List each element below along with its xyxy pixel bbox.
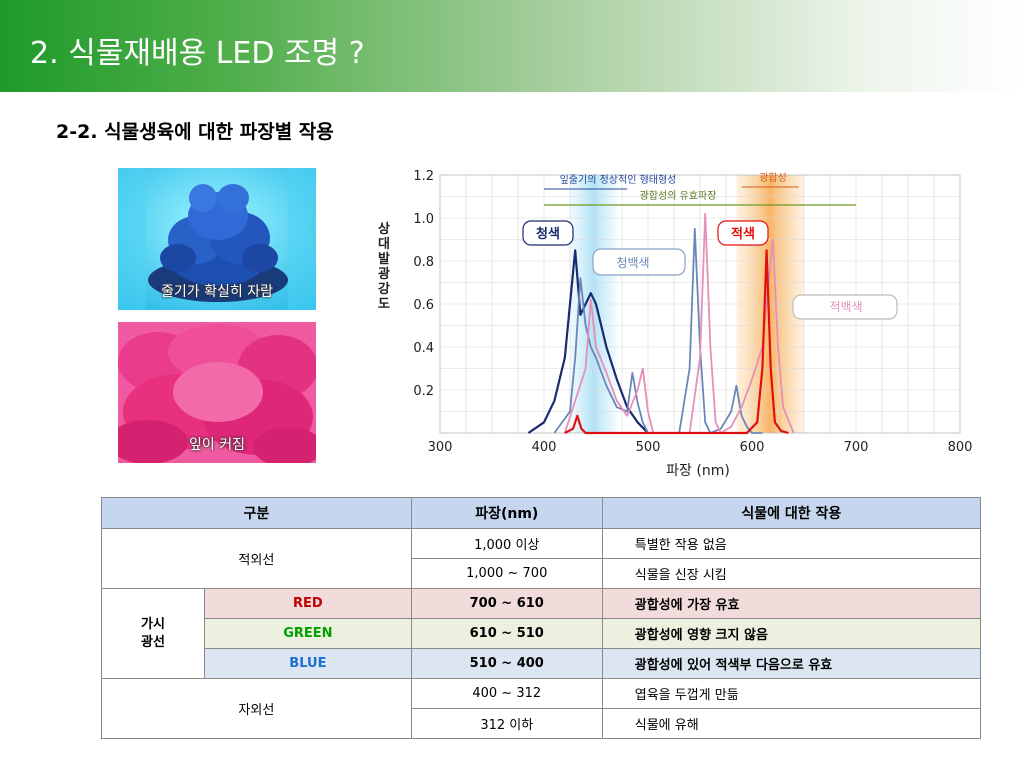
series-line (527, 249, 649, 434)
cell-range: 610 ~ 510 (410, 618, 603, 649)
category-ultraviolet: 자외선 (101, 678, 412, 739)
label-box-red-white (792, 294, 898, 320)
y-tick-label: 1.0 (413, 212, 434, 227)
cell-effect: 특별한 작용 없음 (601, 528, 982, 559)
y-tick-label: 0.6 (413, 298, 434, 313)
annotation-band-photo: 광합성의 유효파장 (640, 190, 717, 202)
category-infrared: 적외선 (101, 528, 412, 589)
y-axis-label-char: 상 (378, 222, 390, 237)
photo-caption: 줄기가 확실히 자람 (161, 284, 273, 300)
y-axis-label-char: 강 (378, 281, 390, 297)
table-row: 적외선 1,000 이상 특별한 작용 없음 (101, 528, 982, 589)
series-line (563, 212, 795, 434)
cell-effect: 엽육을 두껍게 만듦 (601, 678, 982, 709)
header-effect: 식물에 대한 작용 (601, 497, 982, 529)
cell-effect: 식물을 신장 시킴 (601, 558, 982, 589)
label-box-blue (522, 220, 574, 246)
cell-effect: 광합성에 영향 크지 않음 (601, 618, 982, 649)
y-tick-label: 0.8 (413, 255, 434, 270)
y-axis-label-char: 도 (378, 297, 390, 312)
visible-label-line1: 가시 (141, 616, 165, 632)
section-subtitle: 2-2. 식물생육에 대한 파장별 작용 (56, 121, 334, 143)
cell-range: 312 이하 (410, 708, 603, 739)
x-axis-label: 파장 (nm) (666, 463, 730, 479)
cell-range: 400 ~ 312 (410, 678, 603, 709)
band-blue: BLUE (204, 648, 412, 679)
chart-gridlines (439, 174, 961, 434)
annotation-band-red: 광합성 (759, 172, 787, 184)
y-axis-label-char: 발 (378, 251, 390, 267)
label-red: 적색 (731, 226, 755, 242)
label-box-blue-white (592, 248, 686, 276)
x-tick-label: 700 (844, 440, 869, 455)
y-axis-label-char: 광 (378, 267, 390, 282)
x-tick-label: 300 (428, 440, 453, 455)
cell-effect: 광합성에 가장 유효 (601, 588, 982, 619)
cell-range: 700 ~ 610 (410, 588, 603, 619)
blue-light-photo: 줄기가 확실히 자람 (118, 168, 316, 310)
cell-range: 1,000 ~ 700 (410, 558, 603, 589)
cell-range: 1,000 이상 (410, 528, 603, 559)
red-light-photo: 잎이 커짐 (118, 322, 316, 463)
table-row: 자외선 400 ~ 312 엽육을 두껍게 만듦 (101, 678, 982, 739)
slide-header: 2. 식물재배용 LED 조명 ? (0, 0, 1024, 92)
blue-lettuce-image (118, 168, 316, 310)
header-wavelength: 파장(nm) (410, 497, 603, 529)
band-green: GREEN (204, 618, 412, 649)
wavelength-table: 구분 파장(nm) 식물에 대한 작용 적외선 1,000 이상 특별한 작용 … (101, 497, 982, 739)
annotation-band-top: 잎줄기의 정상적인 형태형성 (560, 174, 677, 186)
x-tick-label: 600 (740, 440, 765, 455)
y-axis-label-char: 대 (378, 237, 390, 252)
table-header-row: 구분 파장(nm) 식물에 대한 작용 (101, 497, 982, 529)
label-blue: 청색 (536, 226, 560, 242)
x-tick-label: 400 (532, 440, 557, 455)
label-red-white: 적백색 (829, 300, 862, 314)
spectrum-curves (527, 212, 795, 435)
visible-label-line2: 광선 (141, 634, 165, 650)
y-tick-label: 0.2 (413, 384, 434, 399)
x-tick-label: 800 (948, 440, 973, 455)
label-box-red (717, 220, 769, 246)
axis-ticks: 300 400 500 600 700 800 0.2 0.4 0.6 0.8 1.0 1.2 (413, 169, 972, 455)
y-tick-label: 0.4 (413, 341, 434, 356)
table-row: 312 이하 식물에 유해 (102, 708, 982, 739)
slide-title: 2. 식물재배용 LED 조명 ? (30, 36, 365, 71)
label-blue-white: 청백색 (616, 256, 649, 270)
band-red: RED (204, 588, 412, 619)
header-category: 구분 (101, 497, 412, 529)
cell-effect: 식물에 유해 (601, 708, 982, 739)
cell-effect: 광합성에 있어 적색부 다음으로 유효 (601, 648, 982, 679)
cell-range: 510 ~ 400 (410, 648, 603, 679)
pink-lettuce-image (118, 322, 316, 463)
table-row: GREEN 610 ~ 510 광합성에 영향 크지 않음 (102, 618, 982, 649)
photo-caption: 잎이 커짐 (189, 437, 245, 453)
y-tick-label: 1.2 (413, 169, 434, 184)
table-row: BLUE 510 ~ 400 광합성에 있어 적색부 다음으로 유효 (102, 648, 982, 679)
x-tick-label: 500 (636, 440, 661, 455)
series-line (564, 249, 789, 435)
